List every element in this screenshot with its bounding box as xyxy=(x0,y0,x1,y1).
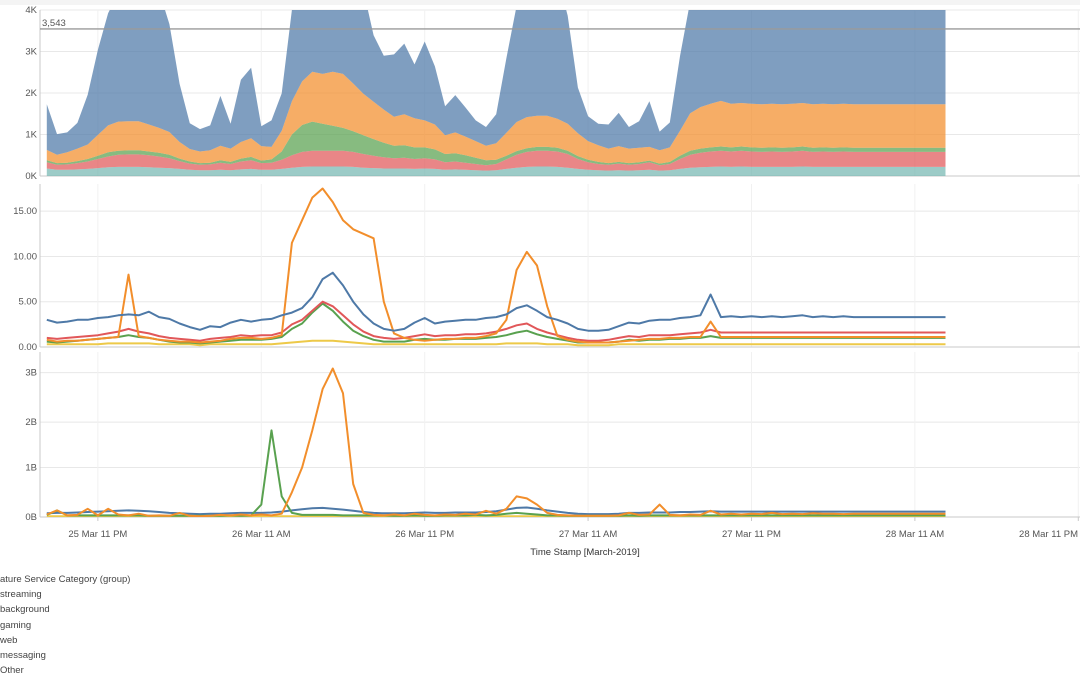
legend-item-messaging[interactable]: messaging xyxy=(0,650,46,662)
line-series-2 xyxy=(46,300,946,342)
x-tick-label: 27 Mar 11 AM xyxy=(559,529,618,540)
y-tick-label: 2B xyxy=(25,417,37,428)
x-tick-label: 27 Mar 11 PM xyxy=(722,529,781,540)
legend-item-gaming[interactable]: gaming xyxy=(0,619,32,631)
y-tick-label: 15.00 xyxy=(13,206,37,217)
y-tick-label: 1K xyxy=(25,130,37,141)
legend-item-streaming[interactable]: streaming xyxy=(0,589,42,601)
line-series-4 xyxy=(46,339,946,347)
top-strip xyxy=(0,0,1080,5)
legend-title: ature Service Category (group) xyxy=(0,574,131,585)
x-tick-label: 28 Mar 11 PM xyxy=(1019,529,1078,540)
line-series-0 xyxy=(46,367,946,517)
legend-item-other[interactable]: Other xyxy=(0,665,24,677)
series-group xyxy=(46,367,946,517)
y-tick-label: 3B xyxy=(25,368,37,379)
y-tick-label: 3K xyxy=(25,47,37,58)
area-series-1 xyxy=(46,71,946,164)
area-series-3 xyxy=(46,150,946,171)
line-series-1 xyxy=(46,187,946,344)
x-tick-label: 26 Mar 11 AM xyxy=(232,529,291,540)
time-series-chart: 0K 1K 2K 3K 4K 3,543 0.00 5.00 10.00 15.00 0B 1B 2B 3… xyxy=(13,5,1080,558)
x-tick-label: 26 Mar 11 PM xyxy=(395,529,454,540)
x-axis-title: Time Stamp [March-2019] xyxy=(530,547,639,558)
y-tick-label: 1B xyxy=(25,463,37,474)
series-group xyxy=(46,187,946,347)
y-tick-label: 0K xyxy=(25,171,37,182)
y-tick-label: 10.00 xyxy=(13,251,37,262)
area-series-4 xyxy=(46,166,946,176)
legend: ature Service Category (group) streaming… xyxy=(0,572,130,678)
reference-line-label: 3,543 xyxy=(42,18,66,29)
area-series-0 xyxy=(46,10,946,155)
x-tick-label: 25 Mar 11 PM xyxy=(68,529,127,540)
line-series-0 xyxy=(46,271,946,332)
series-group xyxy=(46,10,946,176)
line-series-2 xyxy=(46,506,946,516)
legend-item-web[interactable]: web xyxy=(0,634,18,646)
y-tick-label: 0B xyxy=(25,512,37,523)
y-tick-label: 2K xyxy=(25,88,37,99)
legend-item-background[interactable]: background xyxy=(0,604,50,616)
y-tick-label: 4K xyxy=(25,5,37,16)
y-tick-label: 0.00 xyxy=(19,342,38,353)
line-series-1 xyxy=(46,429,946,517)
y-tick-label: 5.00 xyxy=(19,297,38,308)
x-tick-label: 28 Mar 11 AM xyxy=(886,529,945,540)
